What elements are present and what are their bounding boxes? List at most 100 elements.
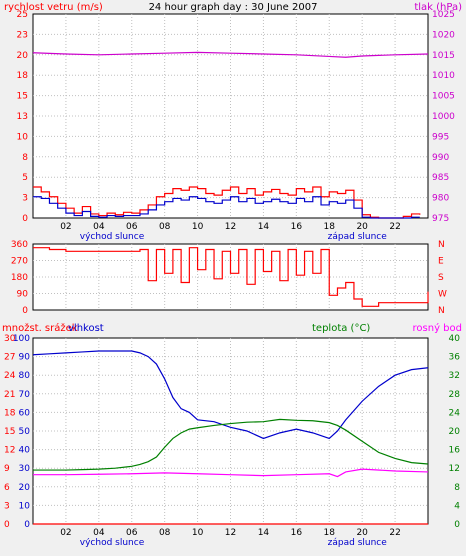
pressure-tick-label: 985: [432, 173, 449, 183]
humidity-tick-label: 10: [19, 501, 31, 511]
dew-point-line: [33, 468, 429, 478]
direction-tick-label: 0: [22, 306, 28, 316]
precipitation-tick-label: 30: [4, 334, 16, 344]
direction-tick-label: 270: [11, 257, 28, 267]
sunrise-label: východ slunce: [80, 232, 145, 242]
temperature-tick-label: 0: [454, 520, 460, 530]
hour-tick-label: 20: [356, 528, 368, 538]
temperature-tick-label: 36: [449, 353, 461, 363]
wind-speed-tick-label: 23: [17, 30, 28, 40]
compass-tick-label: E: [438, 257, 444, 267]
humidity-line: [32, 350, 429, 440]
pressure-tick-label: 1020: [432, 30, 455, 40]
precipitation-tick-label: 15: [4, 427, 15, 437]
pressure-tick-label: 1025: [432, 10, 455, 20]
humidity-tick-label: 50: [19, 427, 31, 437]
hour-tick-label: 04: [93, 222, 105, 232]
hour-tick-label: 10: [192, 222, 204, 232]
hour-tick-label: 10: [192, 528, 204, 538]
hour-tick-label: 18: [324, 222, 336, 232]
humidity-tick-label: 60: [19, 408, 31, 418]
wind-speed-tick-label: 25: [17, 10, 28, 20]
pressure-axis-label: tlak (hPa): [414, 2, 462, 13]
humidity-tick-label: 40: [19, 446, 31, 456]
temperature-tick-label: 4: [454, 501, 460, 511]
direction-tick-label: 180: [11, 273, 28, 283]
precipitation-tick-label: 0: [4, 520, 10, 530]
temperature-line: [33, 418, 429, 471]
temperature-tick-label: 32: [449, 371, 460, 381]
hour-tick-label: 22: [389, 528, 400, 538]
wind-gust-line: [33, 186, 421, 219]
hour-tick-label: 02: [60, 222, 71, 232]
wind-speed-tick-label: 10: [17, 132, 29, 142]
hour-tick-label: 08: [159, 222, 171, 232]
wind-speed-tick-label: 20: [17, 51, 29, 61]
pressure-tick-label: 990: [432, 153, 449, 163]
sunset-label: západ slunce: [328, 538, 388, 548]
chart-title: 24 hour graph day : 30 June 2007: [149, 2, 318, 13]
hour-tick-label: 14: [258, 528, 270, 538]
wind-speed-axis-label: rychlost vetru (m/s): [4, 2, 103, 13]
temperature-tick-label: 16: [449, 446, 461, 456]
humidity-tick-label: 90: [19, 353, 31, 363]
sunset-label: západ slunce: [328, 232, 388, 242]
pressure-tick-label: 995: [432, 132, 449, 142]
temperature-tick-label: 8: [454, 483, 460, 493]
humidity-tick-label: 0: [24, 520, 30, 530]
precipitation-tick-label: 12: [4, 446, 15, 456]
hour-tick-label: 06: [126, 528, 138, 538]
wind-speed-tick-label: 0: [22, 214, 28, 224]
pressure-tick-label: 1005: [432, 92, 455, 102]
direction-tick-label: 90: [17, 290, 29, 300]
humidity-tick-label: 20: [19, 483, 31, 493]
wind-direction-line: [33, 247, 429, 307]
wind-speed-tick-label: 3: [22, 194, 28, 204]
wind-speed-tick-label: 13: [17, 112, 28, 122]
temperature-tick-label: 12: [449, 464, 460, 474]
pressure-tick-label: 1015: [432, 51, 455, 61]
hour-tick-label: 06: [126, 222, 138, 232]
humidity-tick-label: 30: [19, 464, 31, 474]
hour-tick-label: 14: [258, 222, 270, 232]
wind-speed-tick-label: 15: [17, 92, 28, 102]
hour-tick-label: 02: [60, 528, 71, 538]
pressure-tick-label: 1000: [432, 112, 455, 122]
precipitation-tick-label: 18: [4, 408, 16, 418]
hour-tick-label: 04: [93, 528, 105, 538]
wind-avg-line: [33, 196, 420, 219]
wind-speed-tick-label: 18: [17, 71, 29, 81]
compass-tick-label: N: [438, 306, 445, 316]
compass-tick-label: S: [438, 273, 444, 283]
hour-tick-label: 18: [324, 528, 336, 538]
humidity-tick-label: 100: [13, 334, 30, 344]
humidity-tick-label: 80: [19, 371, 31, 381]
direction-tick-label: 360: [11, 240, 28, 250]
temperature-axis-label: teplota (°C): [312, 323, 370, 334]
precipitation-axis-label: množst. srážek: [2, 322, 78, 334]
precipitation-tick-label: 27: [4, 353, 15, 363]
humidity-axis-label: vlhkost: [68, 323, 104, 334]
hour-tick-label: 12: [225, 222, 236, 232]
temperature-tick-label: 40: [449, 334, 461, 344]
precipitation-tick-label: 6: [4, 483, 10, 493]
pressure-tick-label: 980: [432, 194, 449, 204]
precipitation-tick-label: 9: [4, 464, 10, 474]
temperature-tick-label: 20: [449, 427, 461, 437]
hour-tick-label: 12: [225, 528, 236, 538]
hour-tick-label: 22: [389, 222, 400, 232]
dew-point-axis-label: rosný bod: [413, 322, 462, 334]
hour-tick-label: 16: [291, 222, 303, 232]
temperature-tick-label: 24: [449, 408, 461, 418]
hour-tick-label: 16: [291, 528, 303, 538]
humidity-tick-label: 70: [19, 390, 31, 400]
sunrise-label: východ slunce: [80, 538, 145, 548]
compass-tick-label: W: [438, 290, 447, 300]
pressure-tick-label: 975: [432, 214, 449, 224]
temperature-tick-label: 28: [449, 390, 461, 400]
precipitation-tick-label: 3: [4, 501, 10, 511]
pressure-line: [32, 51, 429, 58]
hour-tick-label: 08: [159, 528, 171, 538]
